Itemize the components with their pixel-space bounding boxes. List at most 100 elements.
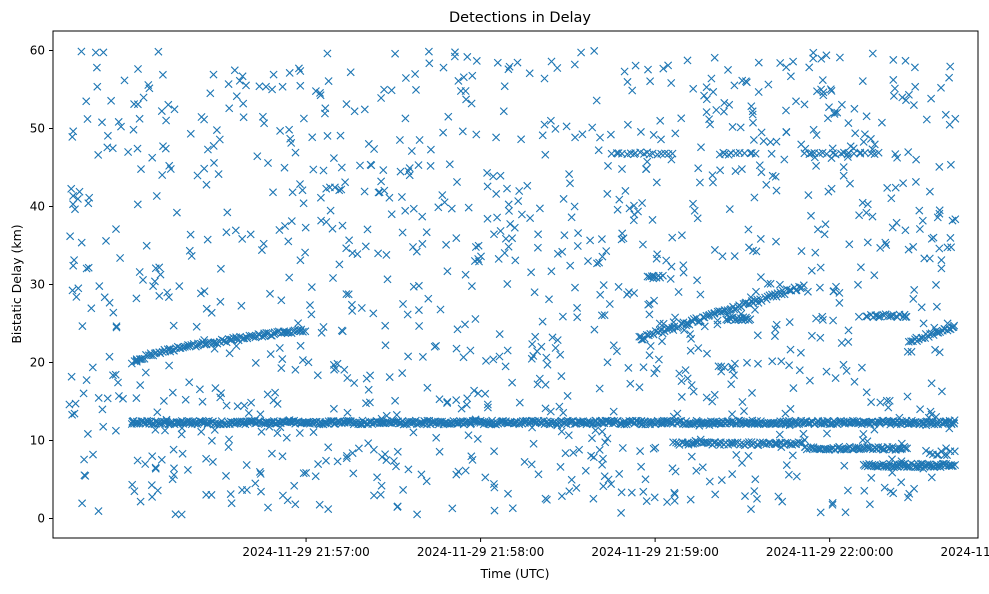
detection-marker xyxy=(694,344,703,353)
detection-marker xyxy=(573,242,582,250)
detection-marker xyxy=(296,341,305,350)
detection-marker xyxy=(79,389,88,398)
detection-marker xyxy=(186,230,195,239)
detection-marker xyxy=(242,81,250,90)
detection-marker xyxy=(382,250,391,259)
detection-marker xyxy=(948,461,957,470)
detection-marker xyxy=(144,81,153,89)
detection-marker xyxy=(418,239,427,248)
detection-marker xyxy=(563,391,572,400)
detection-marker xyxy=(399,485,408,494)
detection-marker xyxy=(439,128,448,137)
detection-marker xyxy=(315,500,324,509)
detection-marker xyxy=(200,340,209,349)
detection-marker xyxy=(776,417,785,426)
detection-marker xyxy=(392,462,400,471)
detection-marker xyxy=(533,380,542,389)
detection-marker xyxy=(889,75,898,84)
detection-marker xyxy=(445,160,454,169)
detection-marker xyxy=(618,165,626,173)
detection-marker xyxy=(910,63,919,72)
detection-marker xyxy=(314,460,323,469)
detection-marker xyxy=(674,288,683,296)
detection-marker xyxy=(217,335,226,344)
detection-marker xyxy=(291,148,300,157)
detection-marker xyxy=(156,349,165,358)
detection-marker xyxy=(569,448,578,457)
detection-marker xyxy=(876,243,885,252)
detection-marker xyxy=(903,392,912,401)
detection-marker xyxy=(650,493,659,502)
detection-marker xyxy=(360,105,369,114)
detection-marker xyxy=(510,223,519,232)
detection-marker xyxy=(235,76,244,85)
detection-marker xyxy=(299,199,308,208)
detection-marker xyxy=(467,99,476,108)
detection-marker xyxy=(370,491,378,500)
detection-marker xyxy=(278,452,287,461)
detection-marker xyxy=(380,186,389,195)
detection-marker xyxy=(294,64,303,73)
detection-marker xyxy=(291,500,300,509)
detection-marker xyxy=(494,254,503,263)
detection-marker xyxy=(816,333,825,342)
detection-marker xyxy=(240,401,249,410)
detection-marker xyxy=(828,500,837,509)
detection-marker xyxy=(679,268,688,277)
detection-marker xyxy=(468,71,477,80)
detection-marker xyxy=(624,363,633,372)
detection-marker xyxy=(462,400,471,409)
detection-marker xyxy=(594,146,603,155)
detection-marker xyxy=(897,478,906,487)
detection-marker xyxy=(452,344,461,353)
detection-marker xyxy=(918,334,927,343)
detection-marker xyxy=(649,444,658,453)
detection-marker xyxy=(170,471,178,479)
detection-marker xyxy=(546,116,555,125)
detection-marker xyxy=(67,184,76,193)
detection-marker xyxy=(144,417,153,426)
detection-marker xyxy=(557,372,566,381)
detection-marker xyxy=(740,149,749,158)
detection-marker xyxy=(638,199,647,207)
detection-marker xyxy=(415,322,424,330)
detection-marker xyxy=(141,368,150,377)
detection-marker xyxy=(504,489,512,498)
detection-marker xyxy=(885,396,894,405)
detection-marker xyxy=(374,188,383,197)
detection-marker xyxy=(301,223,310,232)
detection-marker xyxy=(672,438,681,447)
detection-marker xyxy=(911,82,920,91)
detection-marker xyxy=(65,400,74,409)
detection-marker xyxy=(567,475,576,484)
detection-marker xyxy=(603,358,612,367)
detection-marker xyxy=(941,418,950,427)
detection-marker xyxy=(92,63,101,72)
detection-marker xyxy=(203,419,212,428)
detection-marker xyxy=(163,288,172,297)
detection-marker xyxy=(744,225,753,234)
detection-marker xyxy=(159,396,168,405)
detection-marker xyxy=(710,53,719,62)
detection-marker xyxy=(391,49,400,58)
detection-marker xyxy=(483,182,492,191)
detection-marker xyxy=(746,315,755,324)
detection-marker xyxy=(696,290,705,299)
detection-marker xyxy=(381,321,390,330)
detection-marker xyxy=(490,230,498,239)
detection-marker xyxy=(644,65,652,74)
detection-marker xyxy=(432,433,441,442)
detection-marker xyxy=(749,118,757,127)
detection-marker xyxy=(890,84,899,93)
detection-marker xyxy=(799,429,808,438)
detection-marker xyxy=(440,198,449,207)
detection-marker xyxy=(527,460,536,469)
detection-marker xyxy=(903,347,912,356)
detection-marker xyxy=(398,228,407,237)
detection-marker xyxy=(262,328,271,337)
detection-marker xyxy=(475,257,483,266)
detection-marker xyxy=(164,293,173,302)
detection-marker xyxy=(114,117,123,126)
detection-marker xyxy=(910,285,919,294)
